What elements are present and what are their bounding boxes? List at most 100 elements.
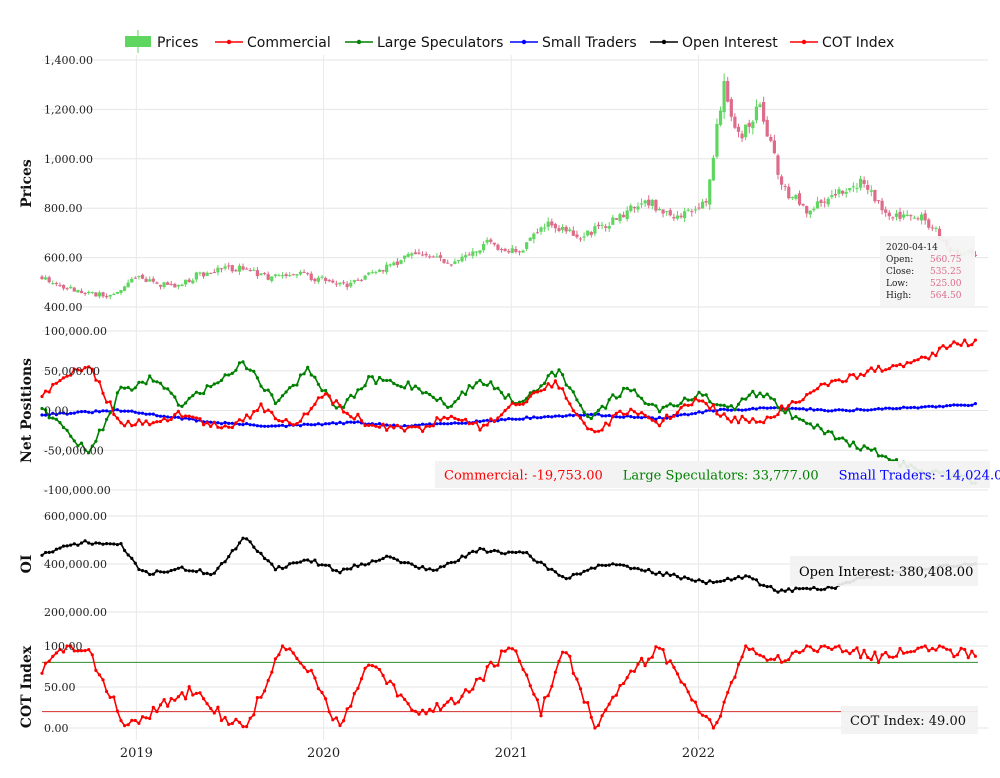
series-point bbox=[543, 381, 547, 385]
candle bbox=[887, 210, 891, 221]
candle-body bbox=[650, 199, 654, 206]
candle-body bbox=[227, 265, 231, 267]
candle-body bbox=[374, 272, 378, 274]
series-point bbox=[237, 720, 242, 725]
series-point bbox=[327, 710, 331, 714]
series-point bbox=[783, 659, 787, 663]
legend-item-open-interest[interactable]: Open Interest bbox=[650, 35, 778, 51]
candle bbox=[338, 282, 342, 287]
series-point bbox=[180, 404, 184, 408]
series-point bbox=[460, 418, 464, 423]
series-point bbox=[51, 416, 55, 420]
candle-body bbox=[194, 272, 198, 280]
legend-item-cot-index[interactable]: COT Index bbox=[790, 35, 894, 51]
series-point bbox=[693, 411, 698, 415]
series-point bbox=[187, 685, 191, 689]
series-point bbox=[844, 439, 848, 443]
series-point bbox=[61, 544, 66, 548]
candle-body bbox=[535, 232, 540, 234]
series-point bbox=[553, 374, 558, 378]
series-point bbox=[101, 428, 105, 432]
y-tick-label: 100,000.00 bbox=[44, 325, 107, 338]
candle-body bbox=[937, 228, 942, 240]
series-point bbox=[654, 420, 658, 424]
candle-body bbox=[428, 256, 432, 258]
series-point bbox=[176, 415, 180, 419]
series-point bbox=[90, 411, 94, 415]
series-point bbox=[848, 373, 852, 377]
series-point bbox=[90, 367, 94, 371]
candle-body bbox=[410, 253, 414, 256]
series-point bbox=[417, 425, 421, 429]
readout-box: Commercial: -19,753.00 Large Speculators:… bbox=[435, 461, 1000, 488]
candle-body bbox=[711, 157, 715, 181]
series-point bbox=[399, 693, 403, 697]
series-point bbox=[72, 542, 76, 546]
series-point bbox=[87, 451, 91, 455]
candle-body bbox=[338, 282, 342, 285]
candle bbox=[302, 269, 306, 274]
tooltip-label: High: bbox=[886, 291, 911, 301]
series-point bbox=[58, 411, 62, 415]
series-point bbox=[446, 417, 450, 421]
series-point bbox=[428, 422, 432, 426]
series-point bbox=[399, 425, 403, 430]
legend-item-small-traders[interactable]: Small Traders bbox=[510, 35, 637, 51]
series-point bbox=[557, 659, 561, 663]
series-point bbox=[618, 394, 622, 398]
series-point bbox=[306, 670, 310, 674]
series-point bbox=[643, 664, 647, 668]
candle-body bbox=[309, 273, 313, 280]
series-point bbox=[823, 644, 827, 648]
series-point bbox=[672, 665, 676, 669]
candle bbox=[392, 261, 396, 266]
series-point bbox=[309, 560, 313, 564]
series-point bbox=[144, 569, 148, 574]
legend-item-prices[interactable]: Prices bbox=[125, 30, 198, 53]
series-point bbox=[546, 414, 550, 419]
candle-body bbox=[453, 261, 457, 264]
series-point bbox=[510, 417, 514, 421]
candle bbox=[148, 276, 152, 283]
series-point bbox=[69, 543, 73, 547]
series-point bbox=[166, 704, 170, 708]
series-point bbox=[589, 566, 593, 570]
candle bbox=[345, 281, 349, 291]
series-point bbox=[431, 395, 435, 399]
series-point bbox=[697, 399, 701, 403]
series-point bbox=[736, 408, 741, 412]
series-point bbox=[780, 660, 784, 664]
candle bbox=[108, 294, 112, 300]
series-point bbox=[209, 573, 213, 577]
legend[interactable]: Prices Commercial Large Speculators Small T… bbox=[125, 30, 894, 53]
series-point bbox=[151, 412, 155, 416]
candle bbox=[72, 286, 76, 292]
series-point bbox=[133, 423, 137, 427]
series-point bbox=[58, 379, 62, 383]
series-point bbox=[298, 661, 303, 665]
series-point bbox=[338, 571, 342, 575]
series-point bbox=[625, 386, 629, 390]
candle-body bbox=[420, 254, 425, 256]
legend-item-commercial[interactable]: Commercial bbox=[215, 35, 331, 51]
series-point bbox=[191, 693, 195, 697]
series-point bbox=[614, 693, 619, 697]
series-point bbox=[241, 536, 245, 540]
series-point bbox=[87, 410, 91, 414]
series-point bbox=[790, 651, 794, 655]
candle bbox=[201, 271, 206, 279]
series-point bbox=[385, 423, 389, 427]
readout-entry: Commercial: -19,753.00 bbox=[444, 469, 603, 484]
series-point bbox=[69, 644, 73, 648]
series-point bbox=[535, 390, 540, 394]
series-point bbox=[916, 646, 920, 650]
series-point bbox=[672, 404, 676, 408]
series-point bbox=[270, 410, 274, 414]
candle bbox=[629, 203, 633, 213]
series-point bbox=[212, 382, 216, 386]
legend-item-large-speculators[interactable]: Large Speculators bbox=[345, 35, 503, 51]
series-point bbox=[191, 415, 195, 419]
series-point bbox=[622, 412, 626, 416]
series-point bbox=[564, 396, 568, 400]
tooltip-label: Low: bbox=[886, 279, 908, 289]
